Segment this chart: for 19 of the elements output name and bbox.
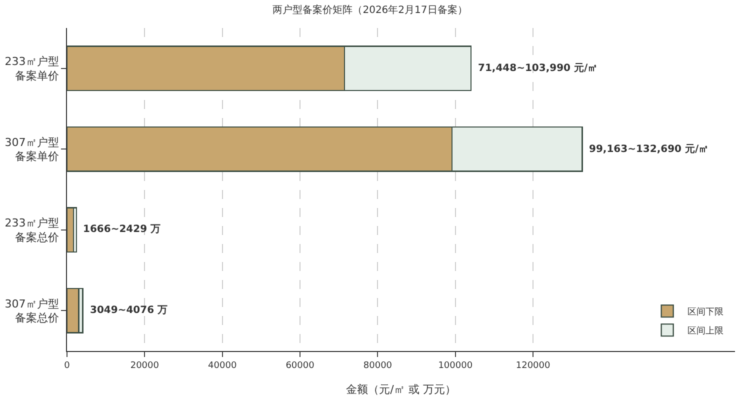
y-tick-label: 307㎡户型备案总价 bbox=[4, 297, 59, 325]
annotation: 71,448~103,990 元/㎡ bbox=[478, 62, 598, 74]
x-tick-label: 0 bbox=[64, 360, 70, 371]
annotation: 1666~2429 万 bbox=[83, 224, 161, 235]
y-tick-label: 233㎡户型备案总价 bbox=[4, 216, 59, 244]
x-tick-label: 100000 bbox=[438, 360, 473, 371]
x-tick-label: 60000 bbox=[286, 360, 315, 371]
y-tick-label: 233㎡户型备案单价 bbox=[4, 55, 59, 82]
x-axis-title: 金额（元/㎡ 或 万元） bbox=[346, 383, 456, 396]
x-tick-label: 20000 bbox=[130, 360, 160, 371]
annotation: 99,163~132,690 元/㎡ bbox=[589, 143, 709, 155]
chart-title: 两户型备案价矩阵（2026年2月17日备案） bbox=[272, 4, 468, 16]
legend-label: 区间下限 bbox=[687, 306, 724, 318]
annotation: 3049~4076 万 bbox=[90, 305, 168, 316]
legend-label: 区间上限 bbox=[687, 326, 724, 337]
x-tick-label: 120000 bbox=[516, 360, 550, 371]
y-tick-label: 307㎡户型备案单价 bbox=[4, 136, 59, 164]
x-tick-label: 80000 bbox=[363, 360, 392, 371]
x-tick-label: 40000 bbox=[208, 360, 237, 371]
